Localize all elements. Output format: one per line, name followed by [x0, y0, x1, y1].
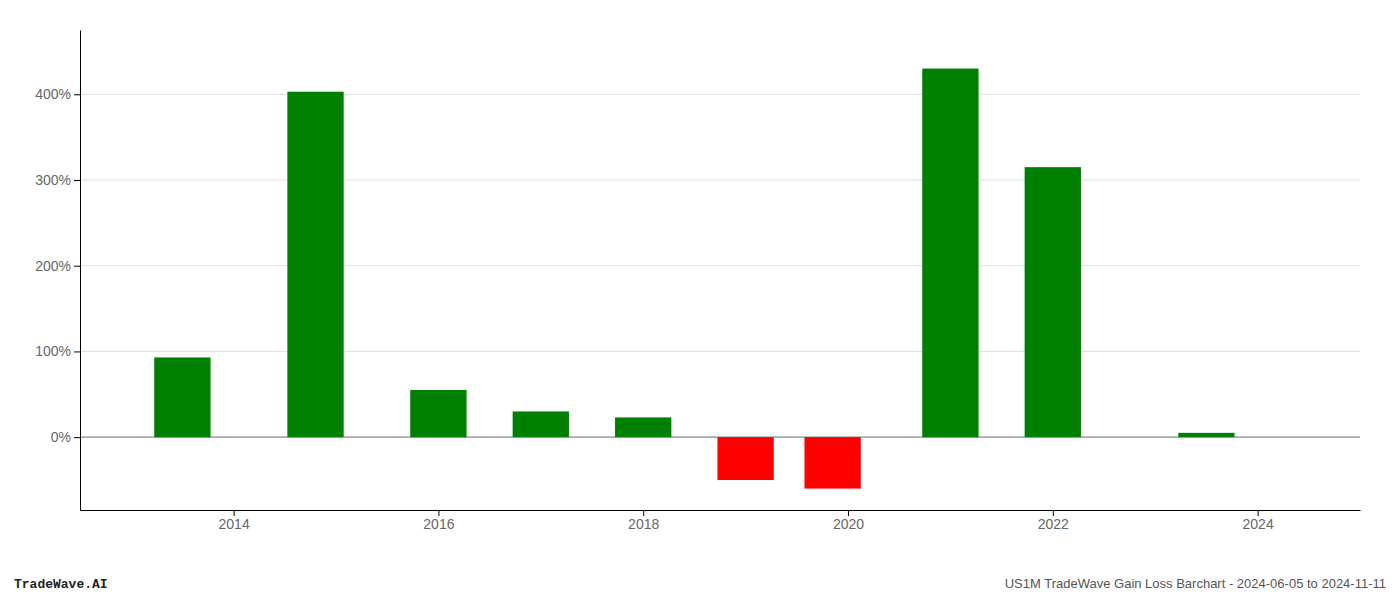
y-tick-label: 300% [35, 172, 71, 188]
bars [154, 69, 1234, 489]
y-tick-label: 0% [51, 429, 71, 445]
grid-line [80, 351, 1360, 352]
x-axis-line [81, 510, 1361, 511]
y-tick-mark [74, 351, 80, 352]
grid [80, 94, 1360, 437]
y-tick-label: 400% [35, 86, 71, 102]
bar [410, 390, 466, 437]
y-tick: 100% [35, 343, 80, 359]
y-axis-line [80, 31, 81, 511]
bar [717, 437, 773, 480]
x-tick-label: 2016 [423, 516, 454, 532]
y-axis: 0% 100% 200% 300% 400% [35, 31, 80, 511]
bar [922, 69, 978, 438]
y-tick-label: 100% [35, 343, 71, 359]
y-tick: 200% [35, 258, 80, 274]
y-tick-mark [74, 180, 80, 181]
x-tick: 2022 [1038, 510, 1069, 532]
bar [1178, 433, 1234, 437]
bar [154, 357, 210, 437]
grid-line [80, 94, 1360, 95]
y-tick-label: 200% [35, 258, 71, 274]
footer: TradeWave.AI US1M TradeWave Gain Loss Bar… [14, 576, 1386, 592]
bar [513, 411, 569, 437]
x-tick: 2024 [1243, 510, 1274, 532]
x-tick-label: 2018 [628, 516, 659, 532]
x-tick-label: 2014 [219, 516, 250, 532]
y-tick-mark [74, 94, 80, 95]
x-axis: 2014 2016 2018 2020 2022 2024 [81, 510, 1361, 532]
bar [615, 417, 671, 437]
y-tick-mark [74, 266, 80, 267]
x-tick: 2016 [423, 510, 454, 532]
plot-area: 2014 2016 2018 2020 2022 2024 0% 100% 200% 300% 40… [35, 31, 1360, 532]
bar [804, 437, 860, 488]
y-tick: 400% [35, 86, 80, 102]
chart: 2014 2016 2018 2020 2022 2024 0% 100% 200% 300% 40… [0, 0, 1400, 600]
x-tick: 2014 [219, 510, 250, 532]
y-tick-mark [74, 437, 80, 438]
y-tick: 0% [51, 429, 80, 445]
x-tick: 2020 [833, 510, 864, 532]
footer-right: US1M TradeWave Gain Loss Barchart - 2024… [1005, 576, 1386, 591]
grid-line [80, 265, 1360, 266]
y-tick: 300% [35, 172, 80, 188]
footer-left: TradeWave.AI [14, 577, 108, 592]
grid-line [80, 180, 1360, 181]
x-tick-label: 2022 [1038, 516, 1069, 532]
x-tick-label: 2020 [833, 516, 864, 532]
x-tick-label: 2024 [1243, 516, 1274, 532]
bar [1025, 167, 1081, 437]
bar [287, 92, 343, 437]
x-tick: 2018 [628, 510, 659, 532]
